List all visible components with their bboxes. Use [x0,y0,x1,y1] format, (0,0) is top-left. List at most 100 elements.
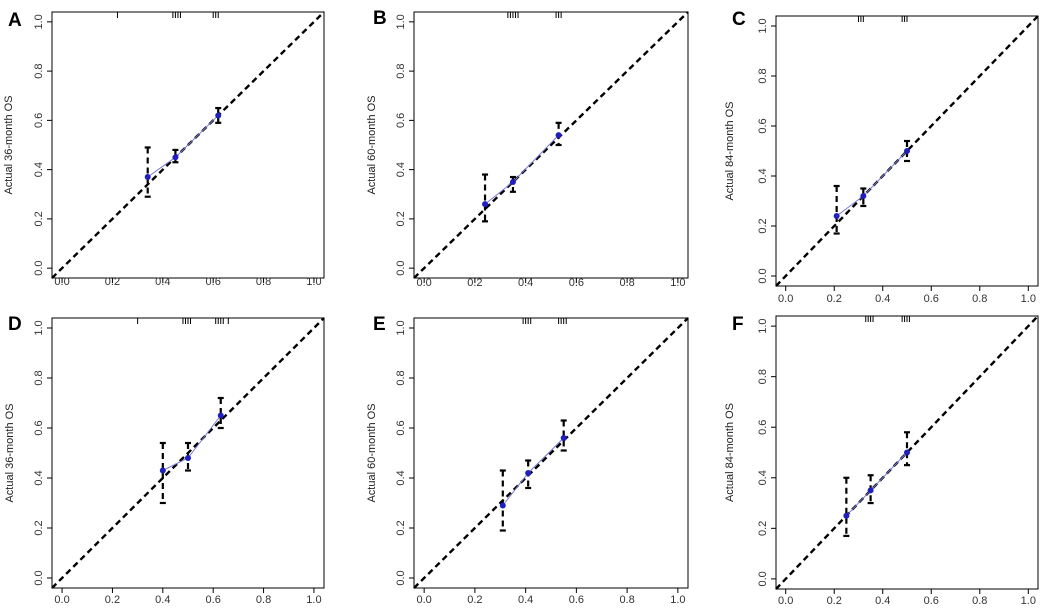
x-tick-label: 1.0 [306,594,321,606]
y-tick-label: 0.0 [33,260,45,275]
y-tick-label: 0.0 [395,570,407,585]
data-point [172,154,179,161]
y-axis-title: Actual 60-month OS [366,403,378,502]
panel-b: B 0.0 0.2 0.4 0.6 0.8 1.0 0.0 0.2 0.4 0.6 0.8 1.0 Act… [366,8,689,289]
plot-box [413,317,689,589]
data-point [509,178,516,185]
y-tick-label: 0.6 [757,420,769,435]
data-point [215,112,222,119]
y-tick-label: 0.2 [757,521,769,536]
x-tick-label: 1.0 [306,276,321,288]
y-axis-title: Actual 36-month OS [4,403,16,502]
y-tick-label: 0.8 [33,63,45,78]
x-tick-label: 1.0 [1021,595,1036,607]
x-tick-label: 0.4 [875,595,890,607]
reference-diagonal [413,11,689,279]
calibration-line [162,415,222,471]
x-tick-label: 0.0 [416,594,431,606]
y-tick-label: 0.4 [33,470,45,485]
y-tick-label: 0.6 [395,113,407,128]
y-tick-label: 1.0 [33,320,45,335]
panel-e: E 0.0 0.2 0.4 0.6 0.8 1.0 0.0 0.2 0.4 0.6 0.8 1.0 Act… [366,314,689,606]
x-tick-label: 0.8 [256,276,271,288]
y-axis-title: Actual 60-month OS [366,95,378,194]
y-tick-label: 0.2 [33,520,45,535]
x-tick-label: 0.0 [54,276,69,288]
x-tick-label: 0.8 [972,595,987,607]
x-tick-label: 0.4 [518,277,533,289]
y-tick-label: 0.8 [395,63,407,78]
y-tick-label: 0.2 [395,211,407,226]
data-point [499,502,506,509]
x-tick-label: 0.2 [105,276,120,288]
y-tick-label: 0.4 [33,162,45,177]
calibration-line [502,437,565,506]
x-tick-label: 0.0 [416,277,431,289]
y-tick-label: 0.2 [757,218,769,233]
panel-letter: D [8,314,22,335]
x-tick-label: 0.0 [54,594,69,606]
plot-box [413,11,689,279]
panel-letter: B [373,8,387,29]
data-point [833,213,840,219]
x-tick-label: 0.6 [206,594,221,606]
data-point [843,512,850,519]
y-tick-label: 0.8 [395,370,407,385]
y-tick-label: 0.0 [33,570,45,585]
y-tick-label: 0.0 [395,260,407,275]
x-tick-label: 0.0 [778,293,793,305]
data-point [867,487,874,494]
y-tick-label: 0.6 [33,420,45,435]
y-tick-label: 0.8 [757,68,769,83]
reference-diagonal [775,315,1039,590]
data-point [185,455,191,461]
data-point [525,470,532,476]
y-tick-label: 0.4 [757,470,769,485]
calibration-line [845,452,908,517]
x-tick-label: 0.6 [206,276,221,288]
calibration-line [484,134,559,205]
x-tick-label: 1.0 [670,277,685,289]
x-tick-label: 0.6 [924,293,939,305]
x-tick-label: 0.2 [827,293,842,305]
panel-f: F 0.0 0.2 0.4 0.6 0.8 1.0 0.0 0.2 0.4 0.6 0.8 1.0 Act… [724,314,1039,607]
panel-letter: E [373,314,386,335]
y-axis-title: Actual 84-month OS [724,101,736,200]
x-tick-label: 0.4 [155,594,170,606]
y-tick-label: 1.0 [395,14,407,29]
y-tick-label: 0.8 [757,369,769,384]
x-tick-label: 0.8 [972,293,987,305]
data-point [482,201,489,208]
panel-d: D 0.0 0.2 0.4 0.6 0.8 1.0 0.0 0.2 0.4 0.6 0.8 1.0 Act… [4,314,325,606]
x-tick-label: 0.6 [569,277,584,289]
y-axis-title: Actual 84-month OS [724,403,736,502]
x-tick-label: 0.8 [619,277,634,289]
x-tick-label: 0.2 [467,277,482,289]
calibration-line [147,115,219,178]
x-tick-label: 0.4 [875,293,890,305]
data-point [904,148,910,154]
y-tick-label: 1.0 [757,18,769,33]
x-tick-label: 0.2 [105,594,120,606]
data-point [217,412,224,419]
x-tick-label: 0.8 [619,594,634,606]
x-tick-label: 0.6 [924,595,939,607]
data-point [159,467,166,474]
y-tick-label: 0.0 [757,268,769,283]
x-tick-label: 0.8 [256,594,271,606]
x-tick-label: 0.0 [778,595,793,607]
panel-letter: A [8,10,22,31]
y-tick-label: 0.4 [757,168,769,183]
y-tick-label: 0.0 [757,571,769,586]
x-tick-label: 0.6 [569,594,584,606]
x-tick-label: 0.2 [827,595,842,607]
y-tick-label: 1.0 [33,14,45,29]
reference-diagonal [413,317,689,589]
x-tick-label: 0.4 [518,594,533,606]
data-point [560,435,567,441]
y-tick-label: 0.6 [395,420,407,435]
y-tick-label: 0.2 [33,211,45,226]
plot-box [51,11,325,279]
y-axis-title: Actual 36-month OS [3,95,15,194]
